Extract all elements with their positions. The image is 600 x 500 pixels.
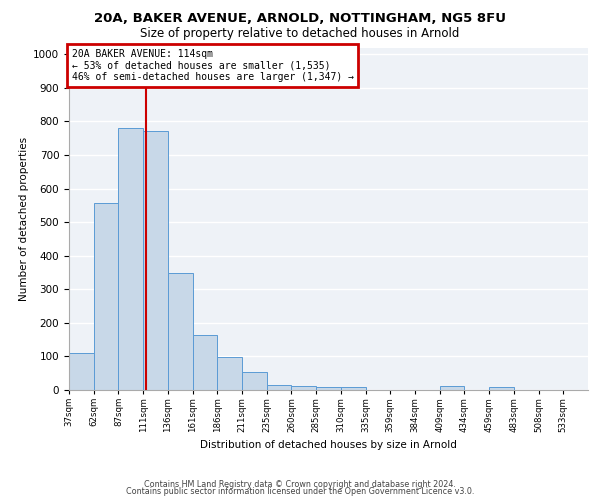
- Bar: [316, 386, 341, 390]
- Bar: [217, 358, 242, 390]
- Bar: [267, 385, 292, 390]
- Bar: [94, 203, 118, 390]
- Text: 20A BAKER AVENUE: 114sqm
← 53% of detached houses are smaller (1,535)
46% of sem: 20A BAKER AVENUE: 114sqm ← 53% of detach…: [71, 49, 353, 82]
- Bar: [118, 128, 143, 390]
- Text: Contains HM Land Registry data © Crown copyright and database right 2024.: Contains HM Land Registry data © Crown c…: [144, 480, 456, 489]
- Bar: [292, 386, 316, 390]
- Bar: [168, 274, 193, 390]
- Y-axis label: Number of detached properties: Number of detached properties: [19, 136, 29, 301]
- Text: Contains public sector information licensed under the Open Government Licence v3: Contains public sector information licen…: [126, 487, 474, 496]
- Bar: [341, 388, 365, 390]
- Bar: [440, 386, 464, 390]
- Bar: [242, 372, 267, 390]
- Text: Size of property relative to detached houses in Arnold: Size of property relative to detached ho…: [140, 28, 460, 40]
- Bar: [143, 132, 168, 390]
- X-axis label: Distribution of detached houses by size in Arnold: Distribution of detached houses by size …: [200, 440, 457, 450]
- Text: 20A, BAKER AVENUE, ARNOLD, NOTTINGHAM, NG5 8FU: 20A, BAKER AVENUE, ARNOLD, NOTTINGHAM, N…: [94, 12, 506, 26]
- Bar: [193, 336, 217, 390]
- Bar: [69, 352, 94, 390]
- Bar: [489, 387, 514, 390]
